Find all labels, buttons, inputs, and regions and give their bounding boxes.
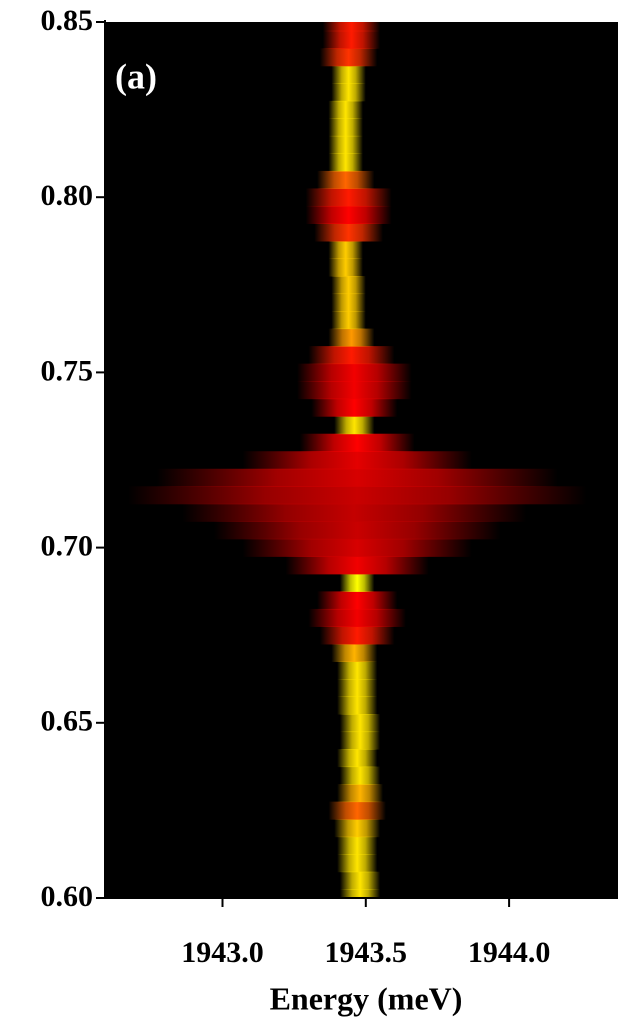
intensity-row [328,241,363,260]
intensity-row [319,626,395,645]
y-tick-label: 0.70 [41,529,94,562]
intensity-row [242,538,472,557]
intensity-row [285,556,429,575]
intensity-row [308,346,395,365]
intensity-row [299,433,415,452]
intensity-row [213,521,501,540]
intensity-row [328,118,363,137]
intensity-row [331,65,366,84]
intensity-row [127,486,587,505]
intensity-row [317,591,398,610]
intensity-row [340,714,381,733]
intensity-row [322,30,381,49]
panel-label: (a) [115,56,157,96]
y-tick-label: 0.65 [41,705,94,738]
intensity-row [340,889,381,898]
heatmap [127,22,587,898]
intensity-row [337,749,378,768]
intensity-row [340,766,381,785]
intensity-row [331,83,366,102]
intensity-row [331,643,378,662]
intensity-row [334,819,381,838]
intensity-row [337,679,378,698]
intensity-row [331,293,366,312]
intensity-row [337,784,383,803]
intensity-row [182,503,527,522]
intensity-row [305,205,392,224]
y-tick-label: 0.60 [41,880,94,913]
intensity-row [311,398,398,417]
intensity-row [328,100,363,119]
y-tick-label: 0.80 [41,179,94,212]
y-tick-label: 0.75 [41,354,94,387]
intensity-row [331,311,366,330]
intensity-row [328,328,375,347]
intensity-row [297,381,412,400]
intensity-row [328,258,363,277]
intensity-row [337,854,378,873]
intensity-row [322,22,381,32]
intensity-row [337,661,378,680]
x-tick-label: 1943.5 [325,936,408,969]
intensity-row [340,871,381,890]
intensity-row [242,451,472,470]
intensity-row [337,836,378,855]
x-tick-label: 1944.0 [468,936,551,969]
intensity-row [319,48,378,67]
intensity-row [337,696,378,715]
x-axis-label: Energy (meV) [270,980,463,1016]
intensity-row [156,468,558,487]
intensity-row [297,363,412,382]
intensity-row [334,416,375,435]
intensity-row [328,135,363,154]
intensity-row [328,153,363,172]
y-tick-label: 0.85 [41,4,94,37]
intensity-row [328,801,386,820]
intensity-row [317,170,375,189]
intensity-row [331,276,366,295]
intensity-row [340,573,375,592]
intensity-row [314,223,383,242]
intensity-row [340,731,381,750]
intensity-row [308,608,406,627]
x-tick-label: 1943.0 [181,936,264,969]
intensity-row [305,188,392,207]
